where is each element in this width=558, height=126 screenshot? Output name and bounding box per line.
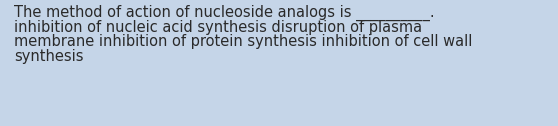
Text: inhibition of nucleic acid synthesis disruption of plasma: inhibition of nucleic acid synthesis dis… [14, 20, 422, 35]
Text: synthesis: synthesis [14, 49, 84, 64]
Text: membrane inhibition of protein synthesis inhibition of cell wall: membrane inhibition of protein synthesis… [14, 34, 472, 49]
Text: The method of action of nucleoside analogs is __________.: The method of action of nucleoside analo… [14, 5, 435, 21]
